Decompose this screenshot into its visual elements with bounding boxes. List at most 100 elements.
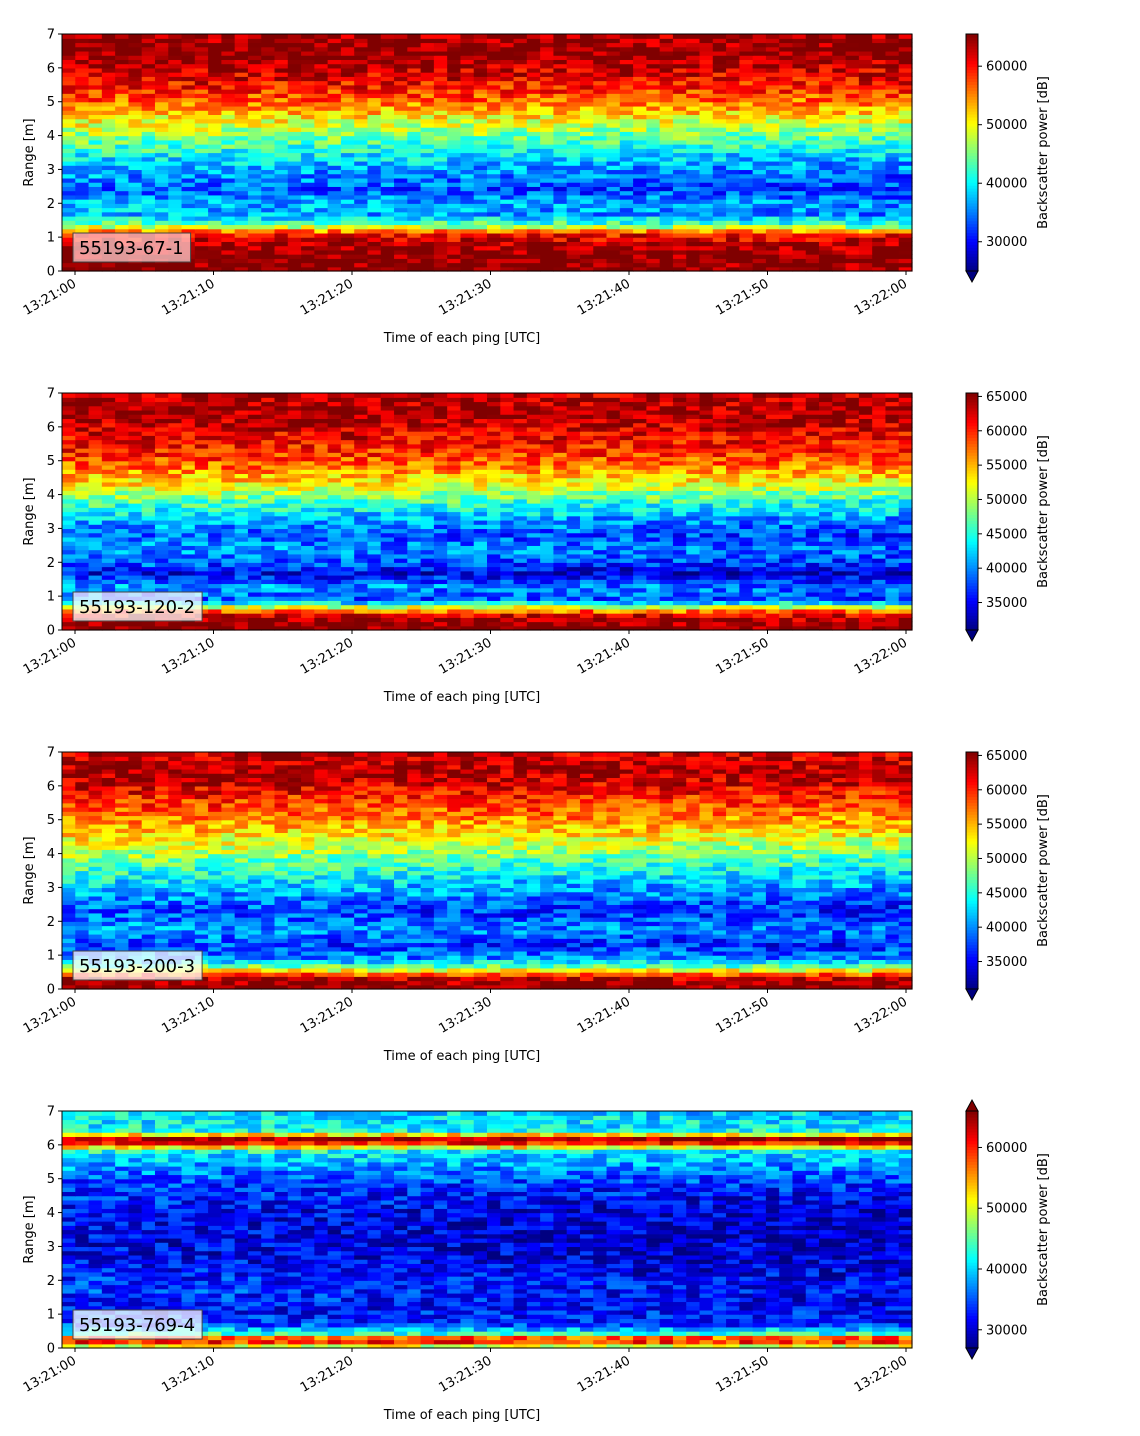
heatmap-cell	[606, 169, 621, 175]
heatmap-cell	[712, 245, 727, 251]
heatmap-cell	[234, 570, 249, 576]
heatmap-cell	[566, 574, 581, 580]
heatmap-cell	[513, 558, 528, 563]
heatmap-cell	[420, 258, 435, 264]
heatmap-cell	[898, 228, 913, 234]
heatmap-cell	[858, 93, 873, 99]
heatmap-cell	[394, 215, 408, 221]
heatmap-cell	[88, 579, 103, 585]
heatmap-cell	[633, 587, 647, 593]
heatmap-cell	[672, 46, 687, 52]
heatmap-cell	[819, 97, 833, 103]
heatmap-cell	[394, 203, 408, 209]
heatmap-cell	[726, 135, 740, 141]
heatmap-cell	[208, 600, 222, 606]
heatmap-cell	[62, 152, 76, 158]
heatmap-cell	[340, 545, 355, 551]
heatmap-cell	[526, 80, 541, 86]
heatmap-cell	[659, 583, 674, 589]
heatmap-cell	[566, 228, 581, 234]
heatmap-cell	[566, 93, 581, 99]
heatmap-cell	[473, 135, 488, 141]
heatmap-cell	[553, 101, 568, 107]
heatmap-cell	[805, 46, 820, 52]
heatmap-cell	[433, 59, 448, 65]
heatmap-cell	[712, 207, 727, 213]
heatmap-cell	[194, 194, 209, 200]
heatmap-cell	[792, 156, 807, 162]
heatmap-cell	[354, 199, 369, 204]
heatmap-cell	[553, 131, 568, 137]
heatmap-cell	[340, 566, 355, 572]
heatmap-cell	[101, 211, 116, 217]
heatmap-cell	[500, 156, 515, 162]
heatmap-cell	[394, 67, 408, 73]
heatmap-cell	[792, 80, 807, 86]
heatmap-cell	[872, 249, 887, 255]
heatmap-cell	[566, 105, 581, 111]
heatmap-cell	[500, 562, 515, 568]
heatmap-cell	[832, 118, 847, 124]
heatmap-cell	[221, 110, 236, 116]
heatmap-cell	[659, 215, 674, 221]
heatmap-cell	[726, 139, 740, 145]
heatmap-cell	[314, 177, 329, 183]
heatmap-cell	[447, 160, 462, 166]
heatmap-cell	[101, 84, 116, 90]
heatmap-cell	[101, 42, 116, 48]
heatmap-cell	[407, 211, 422, 217]
heatmap-cell	[500, 84, 515, 90]
heatmap-cell	[301, 211, 315, 217]
heatmap-cell	[354, 596, 369, 601]
heatmap-cell	[540, 42, 555, 48]
heatmap-cell	[314, 80, 329, 86]
heatmap-cell	[194, 97, 209, 103]
heatmap-cell	[380, 553, 395, 559]
heatmap-cell	[500, 215, 515, 221]
heatmap-cell	[141, 89, 156, 94]
heatmap-cell	[819, 156, 833, 162]
heatmap-cell	[128, 621, 143, 627]
heatmap-cell	[885, 545, 900, 551]
heatmap-cell	[221, 574, 236, 580]
heatmap-cell	[194, 118, 209, 124]
heatmap-cell	[832, 587, 847, 593]
heatmap-cell	[566, 63, 581, 69]
heatmap-cell	[699, 245, 714, 251]
heatmap-cell	[739, 562, 754, 568]
heatmap-cell	[885, 59, 900, 65]
heatmap-cell	[141, 587, 156, 593]
heatmap-cell	[420, 135, 435, 141]
heatmap-cell	[194, 38, 209, 44]
heatmap-cell	[646, 600, 661, 606]
heatmap-cell	[712, 600, 727, 606]
heatmap-cell	[819, 55, 833, 60]
heatmap-cell	[633, 93, 647, 99]
heatmap-cell	[274, 545, 289, 551]
heatmap-cell	[247, 583, 262, 589]
heatmap-cell	[699, 186, 714, 192]
heatmap-cell	[487, 114, 501, 120]
heatmap-cell	[301, 110, 315, 116]
heatmap-cell	[553, 625, 568, 631]
heatmap-cell	[819, 220, 833, 226]
heatmap-cell	[287, 549, 302, 555]
heatmap-cell	[75, 144, 90, 149]
heatmap-cell	[62, 228, 76, 234]
heatmap-cell	[726, 600, 740, 606]
heatmap-cell	[340, 182, 355, 187]
heatmap-cell	[765, 579, 780, 585]
heatmap-cell	[394, 579, 408, 585]
heatmap-cell	[247, 566, 262, 572]
heatmap-cell	[752, 562, 767, 568]
heatmap-cell	[646, 228, 661, 234]
heatmap-cell	[752, 89, 767, 94]
heatmap-cell	[553, 199, 568, 204]
heatmap-cell	[646, 165, 661, 171]
heatmap-cell	[234, 114, 249, 120]
heatmap-cell	[726, 566, 740, 572]
heatmap-cell	[314, 600, 329, 606]
heatmap-cell	[672, 148, 687, 154]
heatmap-cell	[819, 127, 833, 132]
heatmap-cell	[168, 562, 183, 568]
